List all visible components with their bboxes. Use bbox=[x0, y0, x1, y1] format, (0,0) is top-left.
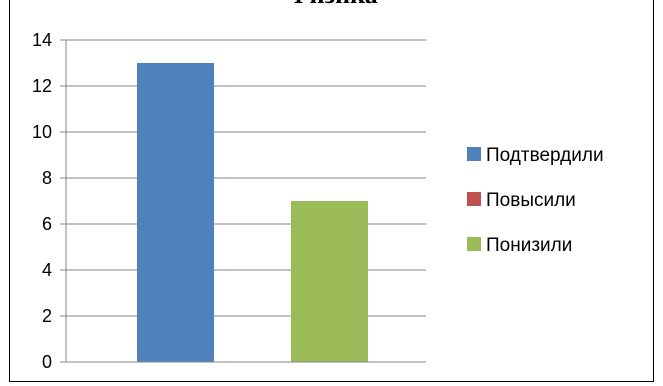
bar-1 bbox=[137, 63, 214, 362]
y-tick-label-14: 14 bbox=[32, 30, 52, 50]
legend-swatch-1 bbox=[467, 147, 481, 161]
bars bbox=[137, 63, 368, 362]
y-tick-label-12: 12 bbox=[32, 76, 52, 96]
legend-label-2: Повысили bbox=[486, 190, 576, 211]
y-tick-label-6: 6 bbox=[42, 214, 52, 234]
legend-swatch-2 bbox=[467, 192, 481, 206]
chart-title: Физика bbox=[10, 0, 653, 10]
axes bbox=[65, 40, 426, 363]
legend-swatch-3 bbox=[467, 237, 481, 251]
y-tick-label-4: 4 bbox=[42, 260, 52, 280]
legend-label-3: Понизили bbox=[486, 235, 572, 256]
y-tick-label-0: 0 bbox=[42, 352, 52, 372]
bar-chart: 0 2 4 6 8 10 12 14 Подтвердили Повысили Понизили bbox=[32, 30, 604, 372]
y-tick-label-10: 10 bbox=[32, 122, 52, 142]
y-tick-label-2: 2 bbox=[42, 306, 52, 326]
gridlines bbox=[60, 39, 426, 363]
legend-label-1: Подтвердили bbox=[486, 145, 604, 166]
y-tick-label-8: 8 bbox=[42, 168, 52, 188]
bar-3 bbox=[291, 201, 368, 362]
legend: Подтвердили Повысили Понизили bbox=[467, 145, 604, 256]
y-axis-ticks: 0 2 4 6 8 10 12 14 bbox=[32, 30, 52, 372]
